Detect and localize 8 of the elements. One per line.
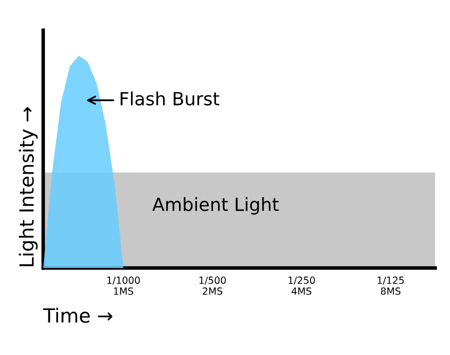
x-tick-label: 1/125 8MS (378, 276, 404, 295)
x-tick-label: 1/1000 1MS (107, 276, 140, 295)
y-axis-title: Light Intensity → (18, 107, 38, 266)
series-label: Flash Burst (120, 92, 220, 106)
x-axis-title: Time → (43, 308, 112, 323)
x-tick-label: 1/250 4MS (288, 276, 315, 295)
series-label: Ambient Light (152, 197, 279, 215)
x-tick-label: 1/500 2MS (200, 276, 226, 295)
